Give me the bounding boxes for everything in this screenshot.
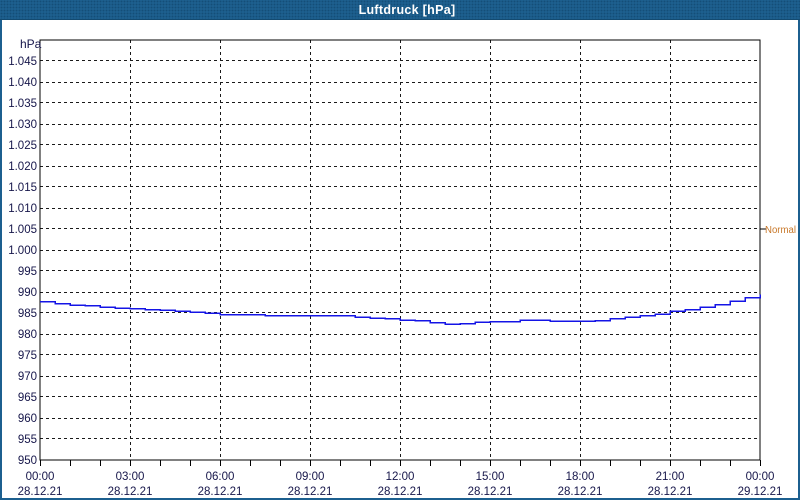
svg-text:990: 990 — [18, 287, 37, 299]
svg-text:28.12.21: 28.12.21 — [198, 486, 243, 498]
svg-text:21:00: 21:00 — [656, 471, 685, 483]
svg-text:1.025: 1.025 — [8, 140, 37, 152]
svg-text:03:00: 03:00 — [116, 471, 145, 483]
svg-text:29.12.21: 29.12.21 — [738, 486, 783, 498]
svg-text:1.035: 1.035 — [8, 98, 37, 110]
svg-text:15:00: 15:00 — [476, 471, 505, 483]
svg-text:970: 970 — [18, 371, 37, 383]
svg-text:995: 995 — [18, 266, 37, 278]
svg-text:1.000: 1.000 — [8, 245, 37, 257]
svg-text:955: 955 — [18, 434, 37, 446]
svg-text:975: 975 — [18, 350, 37, 362]
svg-text:1.015: 1.015 — [8, 182, 37, 194]
svg-text:12:00: 12:00 — [386, 471, 415, 483]
svg-text:06:00: 06:00 — [206, 471, 235, 483]
svg-text:18:00: 18:00 — [566, 471, 595, 483]
svg-text:28.12.21: 28.12.21 — [378, 486, 423, 498]
svg-text:28.12.21: 28.12.21 — [648, 486, 693, 498]
svg-text:28.12.21: 28.12.21 — [108, 486, 153, 498]
svg-text:950: 950 — [18, 455, 37, 467]
svg-text:hPa: hPa — [20, 37, 42, 51]
svg-text:960: 960 — [18, 413, 37, 425]
svg-text:00:00: 00:00 — [26, 471, 55, 483]
svg-text:980: 980 — [18, 329, 37, 341]
svg-text:28.12.21: 28.12.21 — [288, 486, 333, 498]
svg-text:985: 985 — [18, 308, 37, 320]
svg-text:1.040: 1.040 — [8, 77, 37, 89]
svg-text:28.12.21: 28.12.21 — [558, 486, 603, 498]
svg-text:00:00: 00:00 — [746, 471, 775, 483]
svg-text:1.020: 1.020 — [8, 161, 37, 173]
svg-text:Normal: Normal — [765, 225, 796, 236]
svg-text:1.010: 1.010 — [8, 203, 37, 215]
svg-text:1.045: 1.045 — [8, 56, 37, 68]
svg-text:965: 965 — [18, 392, 37, 404]
svg-text:09:00: 09:00 — [296, 471, 325, 483]
svg-text:28.12.21: 28.12.21 — [468, 486, 513, 498]
svg-text:28.12.21: 28.12.21 — [18, 486, 63, 498]
svg-text:1.030: 1.030 — [8, 119, 37, 131]
svg-text:1.005: 1.005 — [8, 224, 37, 236]
